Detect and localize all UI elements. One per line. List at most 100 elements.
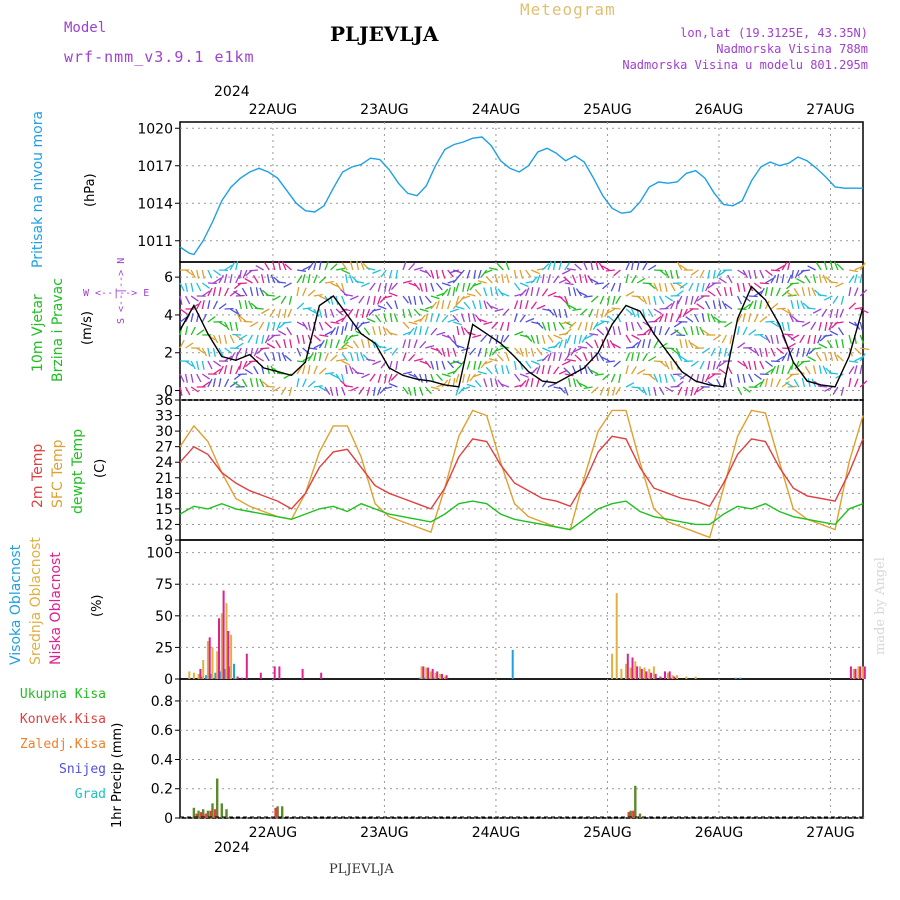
wind-arrow bbox=[688, 282, 694, 292]
y-tick-label: 33 bbox=[155, 409, 173, 425]
wind-arrow bbox=[653, 295, 657, 305]
wind-arrow bbox=[276, 321, 281, 331]
wind-arrow bbox=[514, 330, 524, 336]
wind-arrow bbox=[675, 300, 679, 310]
wind-arrow bbox=[363, 327, 371, 336]
wind-arrow bbox=[369, 373, 376, 382]
wind-arrow bbox=[338, 347, 348, 351]
wind-arrow bbox=[828, 321, 833, 331]
wind-arrow bbox=[801, 269, 811, 272]
low-cloud-bar bbox=[863, 666, 866, 679]
x-tick-label-bottom: 23AUG bbox=[360, 825, 409, 841]
wind-arrow bbox=[770, 269, 781, 272]
wind-arrow bbox=[179, 339, 185, 349]
wind-arrow bbox=[361, 373, 370, 379]
mid-cloud-bar bbox=[685, 676, 688, 679]
wind-arrow bbox=[514, 282, 521, 291]
wind-arrow bbox=[488, 267, 498, 271]
wind-arrow bbox=[781, 274, 785, 284]
wind-arrow bbox=[718, 277, 727, 284]
wind-arrow bbox=[525, 300, 529, 310]
wind-arrow bbox=[568, 286, 571, 297]
wind-arrow bbox=[567, 304, 577, 310]
wind-arrow bbox=[237, 282, 247, 285]
wind-arrow bbox=[701, 282, 705, 292]
wind-arrow bbox=[388, 292, 398, 297]
wind-arrow bbox=[536, 347, 543, 356]
wind-arrow bbox=[616, 313, 622, 323]
wind-arrow bbox=[564, 308, 568, 318]
wind-arrow bbox=[224, 321, 230, 331]
wind-arrow bbox=[365, 308, 371, 318]
wind-arrow bbox=[807, 356, 816, 362]
wind-arrow bbox=[179, 282, 185, 292]
wind-arrow bbox=[408, 327, 415, 336]
wind-arrow bbox=[391, 347, 398, 356]
wind-arrow bbox=[589, 333, 599, 336]
wind-arrow bbox=[236, 313, 242, 323]
high-cloud-bar bbox=[423, 677, 426, 679]
wind-arrow bbox=[278, 352, 281, 362]
wind-arrow bbox=[800, 300, 806, 310]
wind-arrow bbox=[460, 326, 465, 336]
wind-arrow bbox=[525, 360, 532, 369]
low-cloud-bar bbox=[436, 671, 439, 679]
wind-arrow bbox=[781, 289, 790, 297]
wind-arrow bbox=[241, 287, 248, 297]
wind-arrow bbox=[541, 288, 549, 297]
wind-arrow bbox=[284, 263, 292, 271]
y-tick-label: 0 bbox=[164, 811, 173, 827]
wind-arrow bbox=[795, 320, 805, 323]
wind-arrow bbox=[382, 295, 393, 299]
wind-arrow bbox=[636, 295, 645, 303]
wind-arrow bbox=[377, 295, 382, 305]
wind-arrow bbox=[631, 365, 637, 375]
wind-arrow bbox=[255, 265, 264, 271]
total-rain-bar bbox=[281, 806, 284, 818]
wind-arrow bbox=[369, 282, 376, 291]
wind-arrow bbox=[244, 368, 253, 375]
wind-arrow bbox=[648, 320, 658, 323]
wind-arrow bbox=[473, 360, 477, 371]
wind-arrow bbox=[477, 347, 482, 357]
wind-arrow bbox=[854, 265, 864, 271]
wind-arrow bbox=[377, 304, 387, 310]
wind-arrow bbox=[501, 364, 505, 375]
wind-arrow bbox=[313, 308, 320, 317]
wind-arrow bbox=[525, 378, 530, 388]
wind-arrow bbox=[384, 282, 387, 293]
wind-arrow bbox=[775, 378, 781, 388]
wind-arrow bbox=[358, 386, 365, 395]
wind-arrow bbox=[472, 334, 482, 339]
chart-title: Meteogram bbox=[520, 0, 616, 19]
wind-arrow bbox=[854, 378, 859, 388]
wind-arrow bbox=[613, 269, 621, 277]
wind-arrow bbox=[677, 386, 683, 396]
wind-arrow bbox=[430, 295, 440, 300]
wind-arrow bbox=[302, 321, 309, 330]
wind-arrow bbox=[759, 282, 769, 285]
total-rain-bar bbox=[629, 810, 632, 818]
station-title: PLJEVLJA bbox=[330, 22, 439, 46]
wind-arrow bbox=[653, 373, 659, 383]
high-cloud-bar bbox=[233, 663, 235, 679]
wind-arrow bbox=[441, 360, 446, 370]
mid-cloud-bar bbox=[648, 668, 651, 679]
wind-arrow bbox=[345, 273, 348, 284]
wind-arrow bbox=[664, 269, 670, 279]
wind-arrow bbox=[424, 386, 432, 395]
wind-arrow bbox=[679, 355, 688, 362]
wind-arrow bbox=[659, 269, 667, 277]
wind-arrow bbox=[736, 386, 743, 396]
wind-arrow bbox=[452, 301, 460, 310]
convective-rain-bar bbox=[632, 810, 635, 818]
wind-arrow bbox=[486, 301, 493, 310]
wind-arrow bbox=[625, 261, 631, 271]
wind-arrow bbox=[249, 269, 259, 272]
wind-arrow bbox=[674, 329, 683, 336]
wind-arrow bbox=[670, 282, 676, 292]
wind-arrow bbox=[817, 385, 827, 388]
wind-arrow bbox=[693, 386, 700, 396]
wind-arrow bbox=[335, 326, 340, 336]
wind-arrow bbox=[260, 347, 270, 350]
